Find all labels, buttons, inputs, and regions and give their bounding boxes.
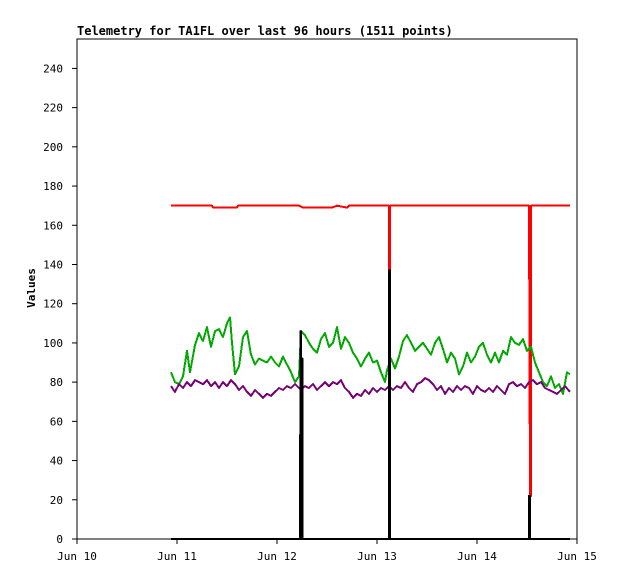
y-tick-label: 200 bbox=[43, 141, 63, 154]
x-tick-label: Jun 13 bbox=[357, 550, 397, 563]
y-tick-label: 240 bbox=[43, 62, 63, 75]
y-tick-label: 40 bbox=[50, 455, 63, 468]
y-axis: 0 20 40 60 80 100 120 140 160 180 200 220 240 bbox=[43, 62, 77, 546]
y-tick-label: 20 bbox=[50, 494, 63, 507]
y-tick-label: 180 bbox=[43, 180, 63, 193]
x-tick-label: Jun 10 bbox=[57, 550, 97, 563]
x-tick-label: Jun 11 bbox=[157, 550, 197, 563]
chart-title: Telemetry for TA1FL over last 96 hours (… bbox=[77, 24, 453, 38]
y-tick-label: 100 bbox=[43, 337, 63, 350]
x-axis: Jun 10 Jun 11 Jun 12 Jun 13 Jun 14 Jun 15 bbox=[57, 539, 597, 563]
y-tick-label: 220 bbox=[43, 102, 63, 115]
series-line-4 bbox=[171, 269, 570, 540]
series-line-3 bbox=[170, 377, 571, 399]
y-tick-label: 60 bbox=[50, 415, 63, 428]
y-tick-label: 0 bbox=[56, 533, 63, 546]
x-tick-label: Jun 12 bbox=[257, 550, 297, 563]
y-axis-label: Values bbox=[25, 268, 38, 308]
y-tick-label: 120 bbox=[43, 298, 63, 311]
x-tick-label: Jun 14 bbox=[457, 550, 497, 563]
plot-frame bbox=[76, 38, 578, 540]
series-line-1 bbox=[171, 204, 570, 497]
y-tick-label: 80 bbox=[50, 376, 63, 389]
x-tick-label: Jun 15 bbox=[557, 550, 597, 563]
y-tick-label: 160 bbox=[43, 219, 63, 232]
y-tick-label: 140 bbox=[43, 258, 63, 271]
series-line-2 bbox=[170, 316, 571, 395]
series-layer bbox=[170, 204, 571, 540]
